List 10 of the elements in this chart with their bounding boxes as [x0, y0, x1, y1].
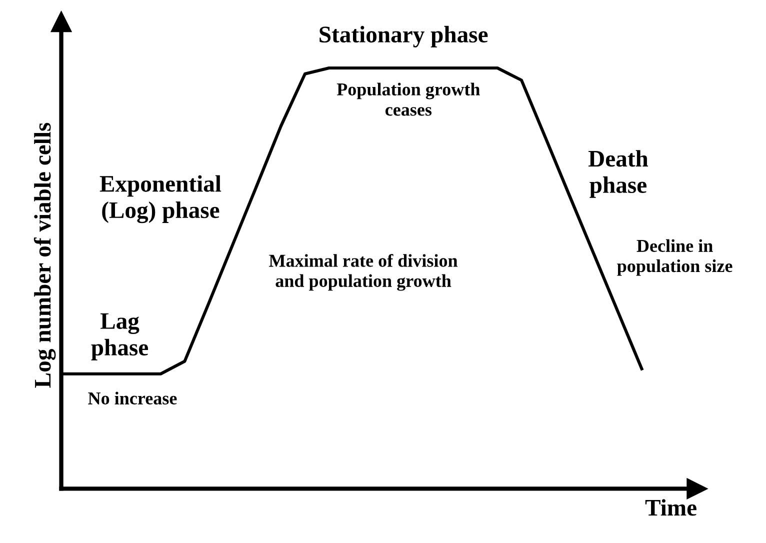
- annotation: Lag phase: [91, 313, 148, 360]
- annotation: Maximal rate of division and population growth: [269, 254, 458, 291]
- annotation: Population growth ceases: [336, 82, 480, 116]
- annotation: Death phase: [588, 150, 648, 198]
- annotation: Decline in population size: [617, 239, 732, 276]
- annotation: Exponential (Log) phase: [100, 175, 222, 224]
- y-axis-title: Log number of viable cells: [34, 122, 56, 388]
- annotation: No increase: [88, 392, 177, 404]
- text: Stationary phase: [320, 26, 488, 48]
- x-axis-title: Time: [645, 499, 696, 516]
